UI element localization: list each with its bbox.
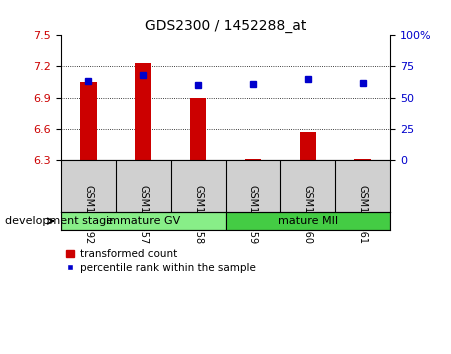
Text: mature MII: mature MII: [278, 216, 338, 226]
Text: development stage: development stage: [5, 216, 113, 226]
Text: immature GV: immature GV: [106, 216, 180, 226]
Text: GSM132658: GSM132658: [193, 185, 203, 244]
Text: GSM132661: GSM132661: [358, 185, 368, 244]
Bar: [245, 159, 261, 160]
Bar: [226, 212, 390, 230]
Bar: [299, 132, 316, 160]
Text: GSM132592: GSM132592: [83, 185, 93, 244]
Bar: [80, 82, 97, 160]
Bar: [354, 159, 371, 160]
Text: GSM132659: GSM132659: [248, 185, 258, 244]
Text: GSM132660: GSM132660: [303, 185, 313, 244]
Title: GDS2300 / 1452288_at: GDS2300 / 1452288_at: [145, 19, 306, 33]
Legend: transformed count, percentile rank within the sample: transformed count, percentile rank withi…: [66, 250, 256, 273]
Bar: [190, 98, 206, 160]
Bar: [61, 212, 226, 230]
Text: GSM132657: GSM132657: [138, 185, 148, 244]
Bar: [135, 63, 152, 160]
